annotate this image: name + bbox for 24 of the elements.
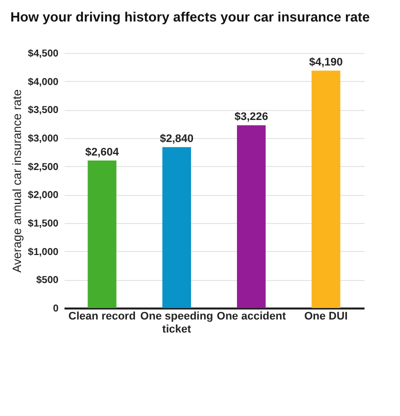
data-label: $3,226 (234, 111, 268, 124)
x-tick-label: Clean record (68, 310, 136, 322)
bar (88, 160, 116, 308)
y-tick-label: $1,500 (28, 218, 59, 230)
y-tick-label: 0 (52, 304, 59, 314)
y-tick-label: $4,000 (28, 76, 59, 88)
x-tick-label: One speeding ticket (140, 310, 214, 336)
bar (236, 125, 266, 308)
chart-title: How your driving history affects your car insurance rate (10, 10, 370, 24)
y-tick-label: $3,000 (28, 134, 59, 144)
bar (162, 147, 192, 308)
y-tick-label: $3,500 (28, 105, 59, 116)
data-label: $2,604 (85, 146, 120, 158)
y-tick-label: $2,500 (28, 162, 59, 173)
x-tick-label: One accident (216, 310, 286, 322)
y-tick-label: $2,000 (28, 190, 59, 202)
y-tick-label: $4,500 (28, 48, 59, 60)
y-tick-label: $500 (36, 275, 59, 286)
y-axis-title: Average annual car insurance rate (10, 89, 24, 273)
bar (312, 70, 340, 308)
data-label: $2,840 (160, 133, 194, 146)
y-tick-label: $1,000 (28, 246, 59, 258)
data-label: $4,190 (309, 56, 343, 69)
x-tick-label: One DUI (304, 310, 348, 322)
